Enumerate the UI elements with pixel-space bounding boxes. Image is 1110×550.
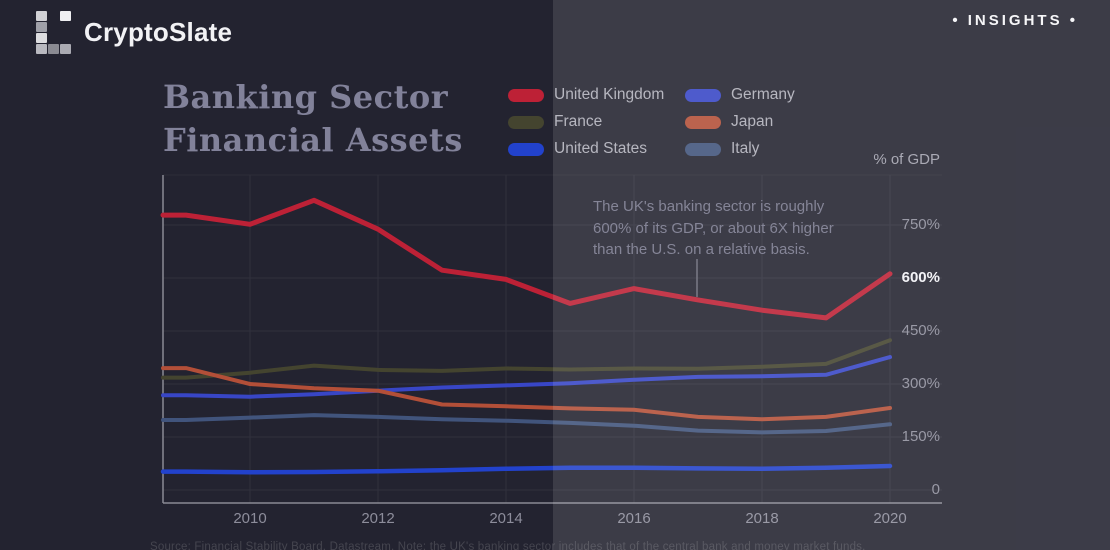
- legend-swatch-icon: [508, 115, 544, 129]
- y-tick-150%: 150%: [901, 428, 940, 445]
- legend-item-united-kingdom: United Kingdom: [508, 86, 664, 104]
- series-line-united-states: [160, 463, 893, 475]
- cryptoslate-logo-icon: [36, 11, 71, 54]
- legend-label: United States: [554, 140, 648, 157]
- legend-label: France: [554, 113, 603, 130]
- chart-title-line2: Financial Assets: [163, 121, 463, 159]
- series-line-japan: [161, 366, 892, 422]
- legend-swatch-icon: [508, 142, 544, 156]
- x-tick-2012: 2012: [361, 510, 395, 527]
- legend-swatch-icon: [685, 142, 721, 156]
- legend-label: Japan: [731, 113, 774, 130]
- source-note: Source: Financial Stability Board, Datas…: [150, 541, 866, 550]
- y-axis-unit-label: % of GDP: [873, 151, 940, 168]
- legend-label: United Kingdom: [554, 86, 665, 103]
- legend-item-italy: Italy: [685, 140, 759, 158]
- series-line-france: [161, 338, 892, 380]
- legend-item-france: France: [508, 113, 602, 131]
- y-tick-600%: 600%: [901, 269, 940, 286]
- insights-badge: • INSIGHTS •: [952, 12, 1078, 29]
- legend-item-germany: Germany: [685, 86, 795, 104]
- legend-label: Germany: [731, 86, 795, 103]
- x-tick-2010: 2010: [233, 510, 267, 527]
- legend-label: Italy: [731, 140, 760, 157]
- y-tick-750%: 750%: [901, 216, 940, 233]
- y-tick-300%: 300%: [901, 375, 940, 392]
- brand: CryptoSlate: [36, 11, 232, 54]
- x-tick-2014: 2014: [489, 510, 523, 527]
- legend-item-japan: Japan: [685, 113, 773, 131]
- x-tick-2018: 2018: [745, 510, 779, 527]
- legend-swatch-icon: [685, 115, 721, 129]
- series-line-italy: [161, 413, 892, 435]
- series-line-united-kingdom: [160, 197, 893, 321]
- chart-title: Banking Sector Financial Assets: [163, 76, 463, 162]
- chart-annotation: The UK's banking sector is roughly 600% …: [593, 198, 834, 258]
- y-tick-0: 0: [931, 481, 940, 498]
- legend-swatch-icon: [508, 88, 544, 102]
- legend-item-united-states: United States: [508, 140, 647, 158]
- x-tick-2020: 2020: [873, 510, 907, 527]
- y-tick-450%: 450%: [901, 322, 940, 339]
- legend-swatch-icon: [685, 88, 721, 102]
- x-tick-2016: 2016: [617, 510, 651, 527]
- brand-name: CryptoSlate: [84, 17, 233, 47]
- series-line-germany: [161, 355, 892, 399]
- chart-title-line1: Banking Sector: [163, 78, 449, 116]
